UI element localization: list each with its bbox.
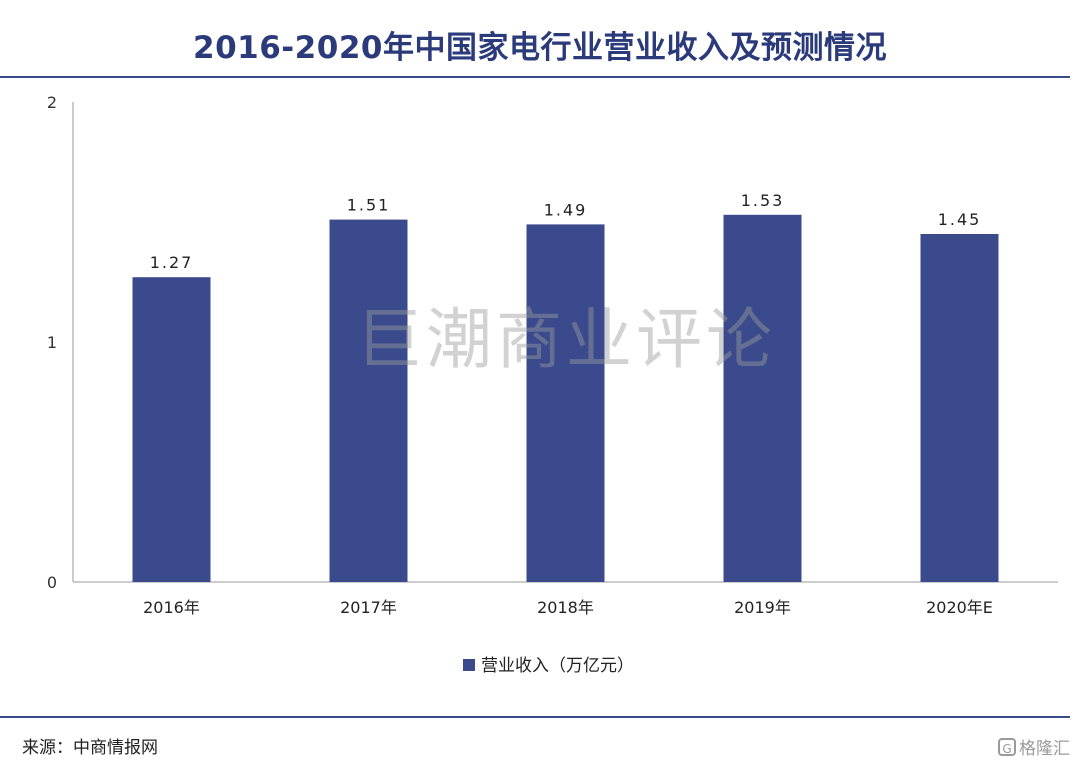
data-label: 1.53 [741,191,785,210]
data-label: 1.27 [150,253,194,272]
bars-group [132,214,999,583]
bar [329,219,408,582]
x-tick-label: 2020年E [926,598,993,617]
chart-legend: 营业收入（万亿元） [463,656,634,676]
legend-swatch [463,659,475,671]
y-tick-label: 0 [47,573,57,592]
source-note: 来源：中商情报网 [22,738,158,758]
x-tick-label: 2019年 [734,598,791,617]
y-tick-label: 1 [47,333,57,352]
bar-chart: 1.27 1.51 1.49 1.53 1.45 2016年 2017年 2018年 2019… [47,93,1058,676]
y-tick-label: 2 [47,93,57,112]
brand-logo: G 格隆汇 [998,734,1070,759]
title-divider [0,76,1070,78]
data-label: 1.49 [544,200,588,219]
chart-title: 2016-2020年中国家电行业营业收入及预测情况 [193,30,887,66]
data-labels-group: 1.27 1.51 1.49 1.53 1.45 [150,191,982,272]
gelonghui-logo-icon: G [998,737,1016,756]
legend-label: 营业收入（万亿元） [481,656,634,676]
data-label: 1.51 [347,196,391,215]
bar [920,234,999,582]
x-tick-label: 2016年 [143,598,200,617]
data-label: 1.45 [938,210,982,229]
logo-text: 格隆汇 [1019,739,1070,759]
watermark: 巨潮商业评论 [356,301,776,378]
x-tick-label: 2018年 [537,598,594,617]
x-tick-labels-group: 2016年 2017年 2018年 2019年 2020年E [143,598,993,617]
x-tick-label: 2017年 [340,598,397,617]
footer-divider [0,716,1070,718]
bar [526,224,605,582]
bar [132,277,211,582]
y-tick-labels-group: 0 1 2 [47,93,57,592]
bar [723,214,802,583]
